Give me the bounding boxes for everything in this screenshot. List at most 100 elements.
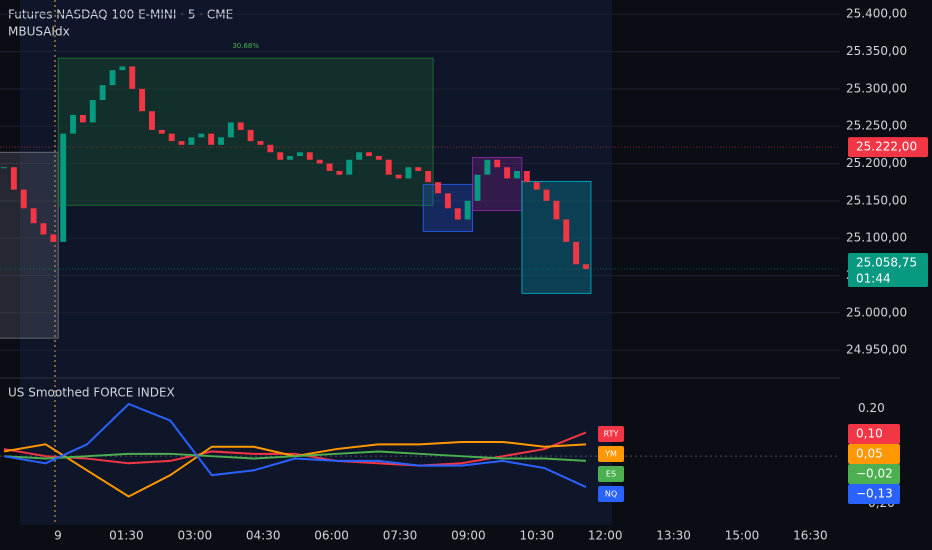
bar-countdown: 01:44 xyxy=(856,271,891,285)
indicator-title: US Smoothed FORCE INDEX xyxy=(8,386,175,400)
candle xyxy=(139,88,146,112)
series-value: 0,05 xyxy=(856,447,883,461)
series-tag-bg xyxy=(598,426,624,442)
candle xyxy=(237,122,244,130)
series-value: −0,13 xyxy=(856,487,893,501)
candle xyxy=(316,159,323,164)
price-tick-label: 25.300,00 xyxy=(846,81,907,95)
indicator-line xyxy=(3,450,587,462)
series-value-bg xyxy=(848,464,900,484)
candle xyxy=(563,219,570,242)
price-tick-label: 25.350,00 xyxy=(846,44,907,58)
price-tick-label: 24.950,00 xyxy=(846,343,907,357)
candle xyxy=(533,182,540,190)
candle xyxy=(435,182,441,194)
candle xyxy=(306,152,313,160)
candle xyxy=(267,144,274,153)
series-value-bg xyxy=(848,484,900,504)
candle xyxy=(425,170,432,183)
candle xyxy=(523,170,530,183)
candle xyxy=(99,85,106,101)
candle xyxy=(257,141,264,145)
candle xyxy=(454,208,461,220)
candle xyxy=(79,114,86,123)
candle xyxy=(188,137,195,145)
series-tag-bg xyxy=(598,466,624,482)
range-box xyxy=(57,57,434,206)
price-tick-label: 25.100,00 xyxy=(846,231,907,245)
time-label: 01:30 xyxy=(109,529,144,543)
candle xyxy=(385,159,392,175)
candle xyxy=(129,66,136,89)
candle xyxy=(287,156,294,160)
indicator-tick-label: 0.20 xyxy=(858,401,885,415)
range-box xyxy=(521,180,592,294)
candle xyxy=(60,133,67,242)
series-value-bg xyxy=(848,424,900,444)
time-label: 09:00 xyxy=(451,529,486,543)
series-tag-bg xyxy=(598,446,624,462)
time-label: 06:00 xyxy=(314,529,349,543)
candle xyxy=(444,193,451,209)
price-tick-label: 25.250,00 xyxy=(846,119,907,133)
price-tick-label: 25.000,00 xyxy=(846,305,907,319)
last-price-tag: 25.058,75 xyxy=(856,255,917,269)
price-tick-label: 25.400,00 xyxy=(846,7,907,21)
level-price-tag-bg xyxy=(848,137,928,158)
candle xyxy=(50,234,57,242)
series-tag-bg xyxy=(598,486,624,502)
candle xyxy=(178,141,185,145)
candle xyxy=(89,100,96,123)
time-label: 10:30 xyxy=(520,529,555,543)
time-label: 16:30 xyxy=(793,529,828,543)
candle xyxy=(1,167,7,169)
time-label: 9 xyxy=(54,529,62,543)
candle xyxy=(513,170,520,179)
candle xyxy=(208,133,215,145)
candle xyxy=(10,167,17,190)
price-tick-label: 25.150,00 xyxy=(846,193,907,207)
candle xyxy=(375,156,382,160)
series-value: −0,02 xyxy=(856,467,893,481)
indicator-line xyxy=(3,402,587,488)
time-label: 15:00 xyxy=(725,529,760,543)
candle xyxy=(415,167,422,171)
series-tag: NQ xyxy=(605,490,617,499)
candle xyxy=(277,152,284,160)
session-shade xyxy=(20,0,612,525)
series-tag: ES xyxy=(606,470,616,479)
candle xyxy=(336,170,343,175)
candle xyxy=(218,137,224,145)
series-tag: YM xyxy=(604,450,617,459)
candle xyxy=(109,70,116,86)
candle xyxy=(494,159,501,168)
candle xyxy=(40,223,47,235)
time-label: 04:30 xyxy=(246,529,281,543)
candle xyxy=(405,167,412,179)
candle xyxy=(474,174,481,201)
candle xyxy=(464,200,471,220)
series-value-bg xyxy=(848,444,900,464)
series-value: 0,10 xyxy=(856,427,883,441)
candle xyxy=(356,152,363,160)
candle xyxy=(227,122,234,138)
candle xyxy=(70,114,77,134)
candle xyxy=(168,133,175,142)
time-label: 12:00 xyxy=(588,529,623,543)
candle xyxy=(484,159,491,175)
candle xyxy=(573,241,580,265)
candle xyxy=(326,163,333,171)
candle xyxy=(346,159,353,175)
candle xyxy=(583,264,589,269)
time-label: 13:30 xyxy=(656,529,691,543)
candle xyxy=(149,111,155,130)
candle xyxy=(119,66,126,71)
price-tick-label: 25.200,00 xyxy=(846,156,907,170)
series-tag: RTY xyxy=(604,430,619,439)
indicator-name: MBUSAIdx xyxy=(8,25,70,39)
candle xyxy=(20,189,27,209)
candle xyxy=(247,129,254,142)
box-label: 30.68% xyxy=(232,42,259,50)
